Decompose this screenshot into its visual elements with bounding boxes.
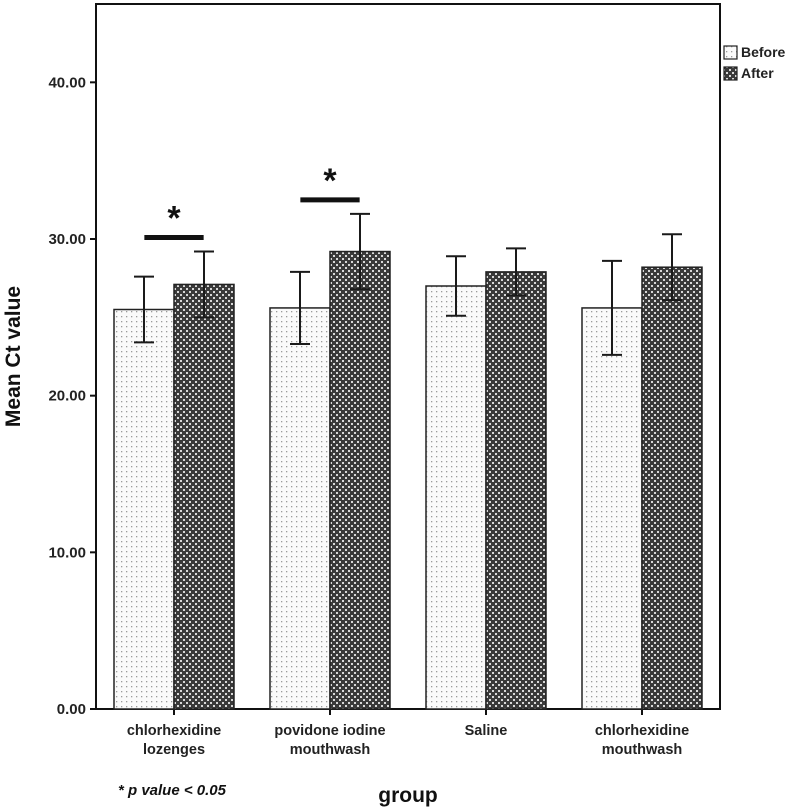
x-category-label: mouthwash xyxy=(290,742,371,758)
error-bar xyxy=(290,270,310,345)
x-category-label: Saline xyxy=(465,723,508,739)
x-category-label: lozenges xyxy=(143,742,205,758)
legend-swatch xyxy=(723,45,738,60)
bar-after xyxy=(641,266,703,710)
x-category-label: chlorhexidine xyxy=(595,723,689,739)
y-axis-title: Mean Ct value xyxy=(2,286,25,427)
legend-label: Before xyxy=(741,44,786,60)
significance-star: * xyxy=(323,162,337,200)
bar-after xyxy=(329,250,391,710)
significance-marker: * xyxy=(144,200,204,241)
bar-before xyxy=(425,285,487,710)
plot-frame xyxy=(95,3,721,710)
y-tick-label: 20.00 xyxy=(48,388,86,405)
bar-after xyxy=(485,271,547,710)
bar-before xyxy=(581,307,643,710)
y-tick-label: 10.00 xyxy=(48,544,86,561)
bar-after xyxy=(173,283,235,710)
error-bar xyxy=(446,255,466,317)
y-tick-label: 30.00 xyxy=(48,231,86,248)
legend-label: After xyxy=(741,65,774,81)
x-category-label: mouthwash xyxy=(602,742,683,758)
error-bar xyxy=(662,233,682,302)
y-tick-label: 40.00 xyxy=(48,74,86,91)
error-bar xyxy=(602,259,622,356)
significance-star: * xyxy=(167,200,181,238)
error-bar xyxy=(134,275,154,344)
x-category-label: chlorhexidine xyxy=(127,723,221,739)
bar-before xyxy=(269,307,331,710)
significance-marker: * xyxy=(300,162,360,203)
error-bar xyxy=(350,212,370,291)
bar-before xyxy=(113,308,175,710)
legend-item-after: After xyxy=(723,65,774,81)
legend-swatch xyxy=(723,66,738,81)
error-bar xyxy=(194,250,214,319)
footnote: * p value < 0.05 xyxy=(118,782,227,799)
y-tick-label: 0.00 xyxy=(57,701,86,718)
x-axis-title: group xyxy=(378,784,437,807)
x-category-label: povidone iodine xyxy=(274,723,385,739)
error-bar xyxy=(506,247,526,297)
legend-item-before: Before xyxy=(723,44,786,60)
